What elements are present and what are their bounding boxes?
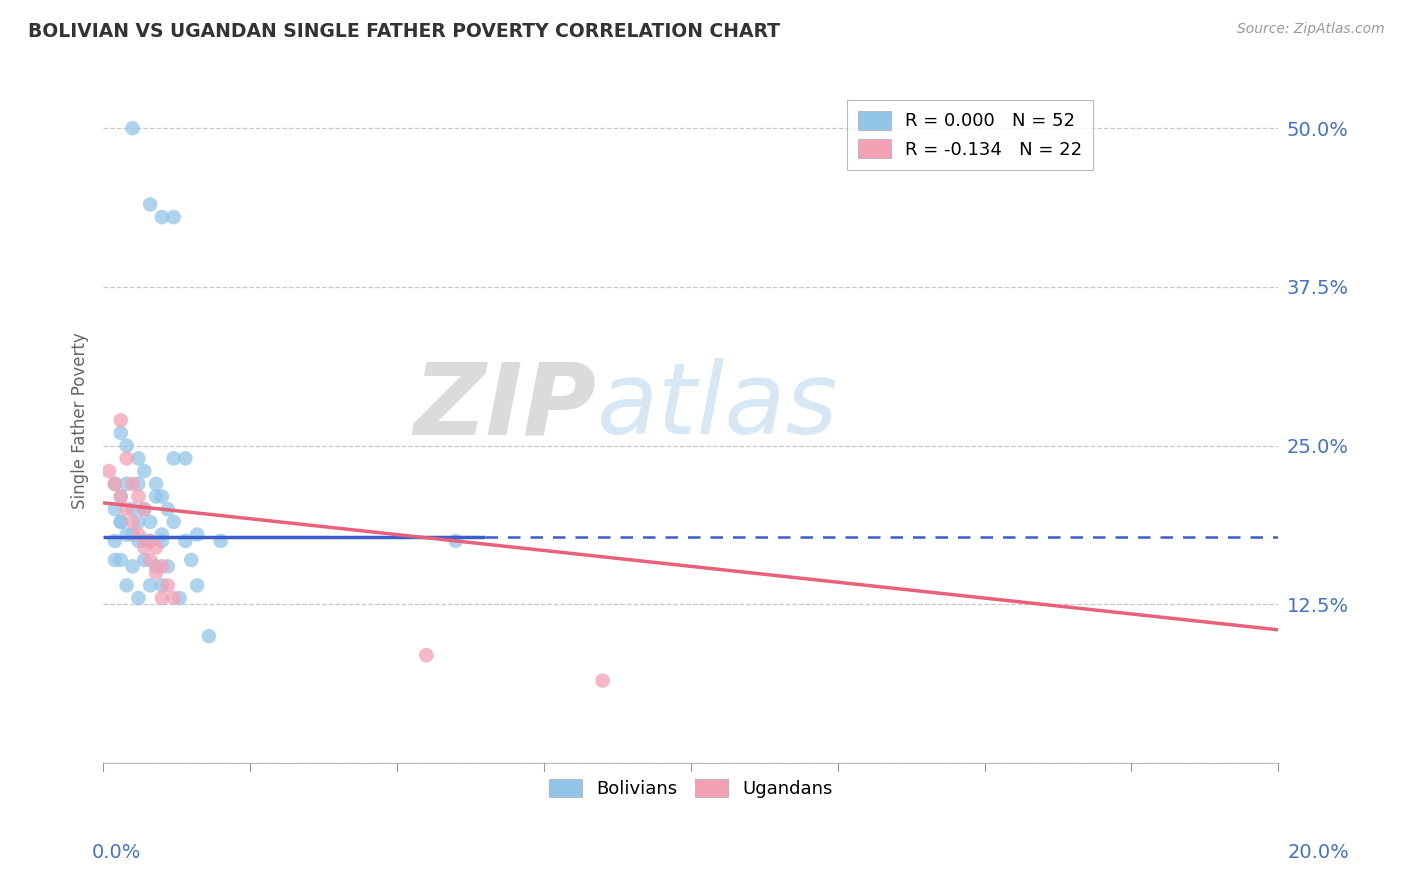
Point [139, 578, 162, 592]
Point [110, 413, 132, 427]
Point [174, 451, 197, 466]
Point [163, 591, 186, 605]
Point [104, 476, 127, 491]
Point [145, 541, 167, 555]
Point [104, 476, 127, 491]
Point [115, 451, 138, 466]
Point [592, 673, 614, 688]
Point [115, 578, 138, 592]
Point [163, 515, 186, 529]
Legend: Bolivians, Ugandans: Bolivians, Ugandans [541, 772, 839, 805]
Point [174, 533, 197, 548]
Point [150, 559, 173, 574]
Point [186, 527, 208, 541]
Point [180, 553, 202, 567]
Point [121, 502, 143, 516]
Point [127, 476, 149, 491]
Point [134, 533, 156, 548]
Point [98, 464, 121, 478]
Point [139, 515, 162, 529]
Point [121, 527, 143, 541]
Point [139, 533, 162, 548]
Point [121, 121, 143, 136]
Point [127, 533, 149, 548]
Point [209, 533, 232, 548]
Point [150, 591, 173, 605]
Point [156, 578, 179, 592]
Point [134, 502, 156, 516]
Point [156, 502, 179, 516]
Point [186, 578, 208, 592]
Point [145, 559, 167, 574]
Text: 0.0%: 0.0% [91, 843, 141, 862]
Point [150, 533, 173, 548]
Point [115, 502, 138, 516]
Point [145, 476, 167, 491]
Point [110, 553, 132, 567]
Point [156, 559, 179, 574]
Text: BOLIVIAN VS UGANDAN SINGLE FATHER POVERTY CORRELATION CHART: BOLIVIAN VS UGANDAN SINGLE FATHER POVERT… [28, 22, 780, 41]
Point [110, 425, 132, 440]
Point [139, 553, 162, 567]
Point [115, 476, 138, 491]
Point [127, 591, 149, 605]
Point [134, 553, 156, 567]
Point [110, 490, 132, 504]
Point [110, 490, 132, 504]
Point [150, 578, 173, 592]
Point [139, 533, 162, 548]
Point [121, 559, 143, 574]
Point [150, 210, 173, 224]
Point [444, 533, 467, 548]
Text: 20.0%: 20.0% [1288, 843, 1350, 862]
Point [104, 533, 127, 548]
Point [145, 490, 167, 504]
Point [115, 527, 138, 541]
Point [150, 490, 173, 504]
Point [198, 629, 221, 643]
Point [121, 515, 143, 529]
Point [110, 515, 132, 529]
Point [139, 197, 162, 211]
Point [127, 490, 149, 504]
Point [134, 502, 156, 516]
Text: Source: ZipAtlas.com: Source: ZipAtlas.com [1237, 22, 1385, 37]
Point [150, 527, 173, 541]
Point [121, 476, 143, 491]
Point [127, 451, 149, 466]
Text: atlas: atlas [596, 358, 838, 455]
Point [415, 648, 437, 663]
Point [169, 591, 191, 605]
Point [134, 541, 156, 555]
Point [104, 553, 127, 567]
Point [110, 515, 132, 529]
Y-axis label: Single Father Poverty: Single Father Poverty [72, 332, 89, 508]
Point [127, 527, 149, 541]
Point [127, 515, 149, 529]
Point [145, 566, 167, 580]
Point [115, 439, 138, 453]
Point [104, 502, 127, 516]
Point [163, 210, 186, 224]
Point [163, 451, 186, 466]
Point [134, 464, 156, 478]
Text: ZIP: ZIP [413, 358, 596, 455]
